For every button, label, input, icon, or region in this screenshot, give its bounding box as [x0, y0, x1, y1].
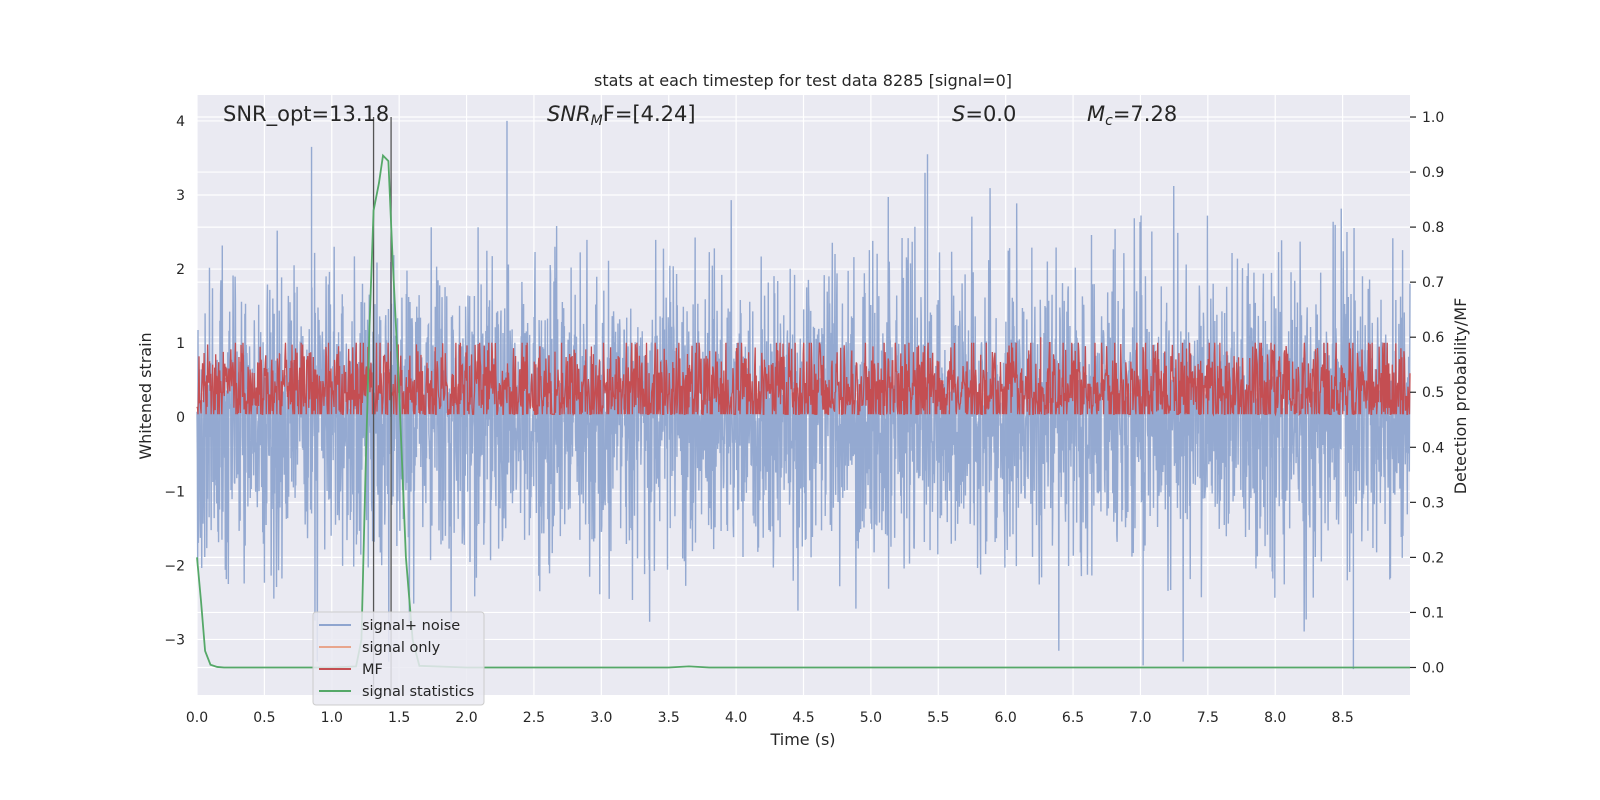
legend-label-signal-only: signal only [362, 640, 441, 656]
x-tick-label-5: 2.5 [523, 710, 545, 726]
y-tick-label-3: 0 [176, 410, 185, 426]
y-axis-label: Whitened strain [136, 332, 155, 459]
x-tick-label-4: 2.0 [455, 710, 477, 726]
x-tick-label-1: 0.5 [253, 710, 275, 726]
legend-box [312, 611, 485, 706]
x-tick-label-10: 5.0 [860, 710, 882, 726]
y2-tick-label-9: 0.9 [1422, 165, 1444, 181]
y2-tick-label-6: 0.6 [1422, 330, 1444, 346]
y-tick-label-5: 2 [176, 262, 185, 278]
x-axis-ticks: 0.0 0.5 1.0 1.5 2.0 2.5 3.0 3.5 4.0 4.5 5.0 5.5 6.0 6… [186, 710, 1354, 726]
y-tick-label-2: −1 [164, 484, 185, 500]
x-tick-label-9: 4.5 [792, 710, 814, 726]
x-tick-label-14: 7.0 [1129, 710, 1151, 726]
x-tick-label-2: 1.0 [321, 710, 343, 726]
annotations: SNR_opt=13.18 SNRMF=[4.24] S=0.0 Mc=7.28 [223, 102, 1177, 129]
y2-tick-label-10: 1.0 [1422, 110, 1444, 126]
y2-tick-label-3: 0.3 [1422, 495, 1444, 511]
legend-label-mf: MF [362, 662, 383, 678]
x-tick-label-3: 1.5 [388, 710, 410, 726]
y2-axis-ticks: 0.0 0.1 0.2 0.3 0.4 0.5 0.6 0.7 0.8 0.9 1.0 [1410, 110, 1444, 676]
x-tick-label-8: 4.0 [725, 710, 747, 726]
y2-tick-label-2: 0.2 [1422, 550, 1444, 566]
signal-statistics-line [196, 153, 1410, 669]
y-tick-label-7: 4 [176, 114, 185, 130]
y2-tick-label-4: 0.4 [1422, 440, 1444, 456]
chart-title: stats at each timestep for test data 828… [594, 71, 1012, 90]
x-tick-label-7: 3.5 [658, 710, 680, 726]
x-tick-label-12: 6.0 [995, 710, 1017, 726]
x-tick-label-0: 0.0 [186, 710, 208, 726]
legend-label-signal-statistics: signal statistics [362, 684, 474, 700]
x-tick-label-13: 6.5 [1062, 710, 1084, 726]
y-tick-label-1: −2 [164, 558, 185, 574]
x-axis-label: Time (s) [769, 730, 835, 749]
series-signal-statistics [196, 153, 1410, 669]
annotation-s: S=0.0 [952, 102, 1016, 126]
y2-tick-label-0: 0.0 [1422, 660, 1444, 676]
legend-label-signal-noise: signal+ noise [362, 618, 460, 634]
y2-axis-label: Detection probability/MF [1451, 298, 1470, 495]
x-tick-label-6: 3.0 [590, 710, 612, 726]
y2-tick-label-5: 0.5 [1422, 385, 1444, 401]
annotation-mc: Mc=7.28 [1087, 102, 1177, 129]
annotation-snr-mf: SNRMF=[4.24] [547, 102, 696, 129]
x-tick-label-17: 8.5 [1331, 710, 1353, 726]
y-tick-label-0: −3 [164, 632, 185, 648]
y-tick-label-6: 3 [176, 188, 185, 204]
y2-tick-label-1: 0.1 [1422, 605, 1444, 621]
x-tick-label-15: 7.5 [1197, 710, 1219, 726]
legend: signal+ noise signal only MF signal stat… [312, 611, 485, 706]
y2-tick-label-8: 0.8 [1422, 220, 1444, 236]
y-axis-ticks: −3 −2 −1 0 1 2 3 4 [164, 114, 185, 649]
x-tick-label-16: 8.0 [1264, 710, 1286, 726]
y-tick-label-4: 1 [176, 336, 185, 352]
x-tick-label-11: 5.5 [927, 710, 949, 726]
annotation-snr-opt: SNR_opt=13.18 [223, 102, 389, 127]
y2-tick-label-7: 0.7 [1422, 275, 1444, 291]
